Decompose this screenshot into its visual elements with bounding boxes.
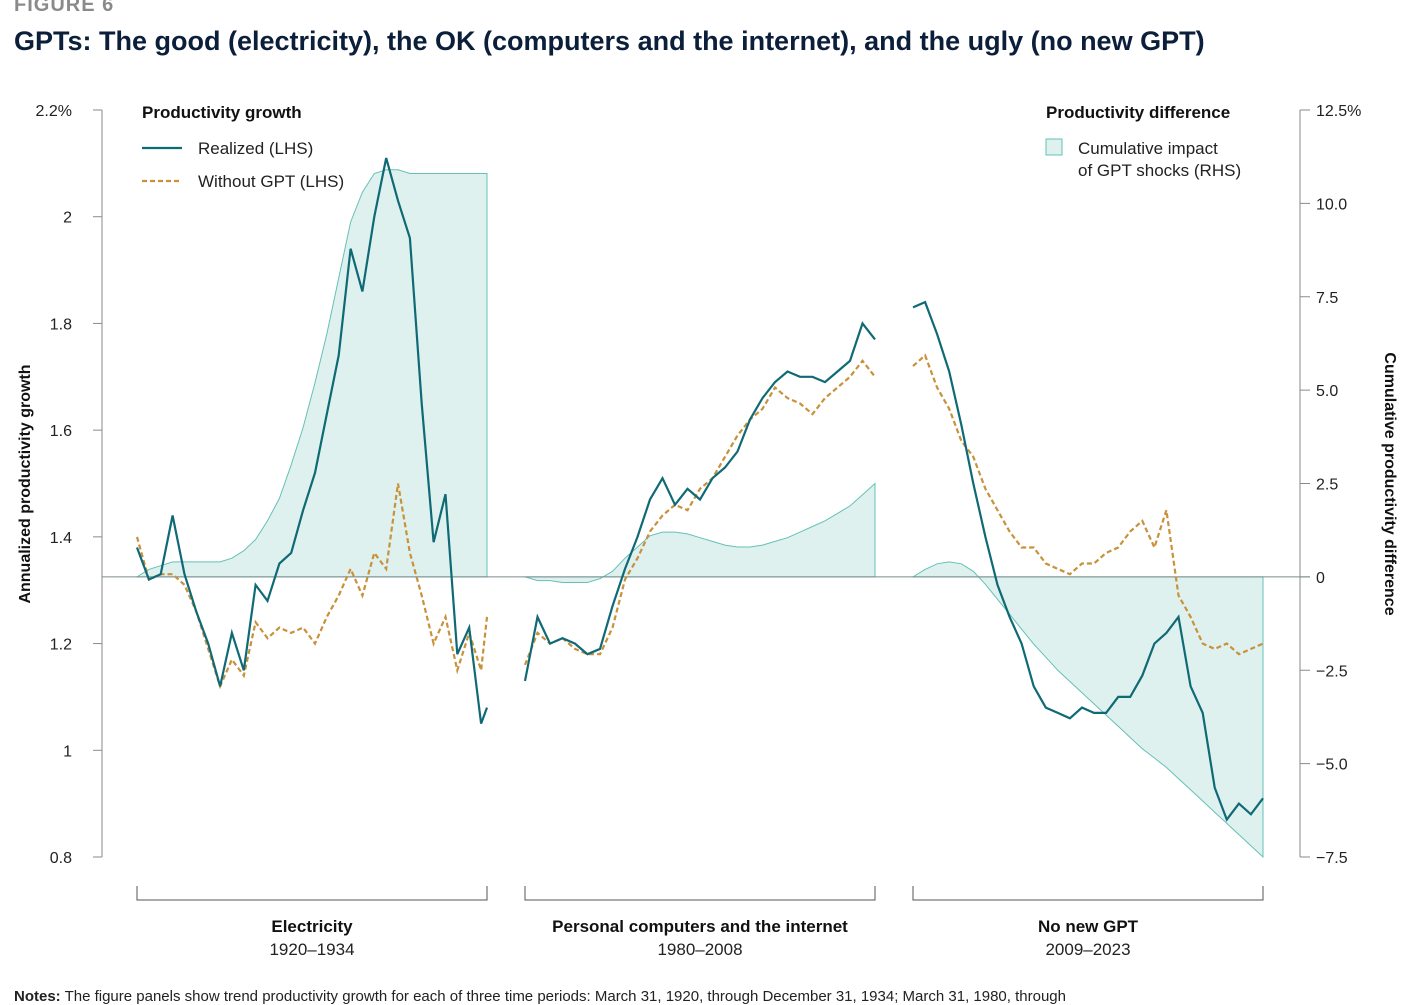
impact-areas bbox=[136, 169, 1264, 859]
legend-without-label: Without GPT (LHS) bbox=[198, 172, 344, 191]
period-groups: Electricity 1920–1934 Personal computers a… bbox=[136, 886, 1264, 959]
left-tick-label: 1.8 bbox=[50, 316, 72, 333]
right-tick-label: −7.5 bbox=[1316, 850, 1348, 867]
period-years: 2009–2023 bbox=[1045, 940, 1130, 959]
without-gpt-line bbox=[523, 359, 876, 666]
left-tick-label: 1.2 bbox=[50, 637, 72, 654]
realized-line bbox=[135, 157, 489, 724]
legend-realized-label: Realized (LHS) bbox=[198, 139, 313, 158]
left-axis-title: Annualized productivity growth bbox=[17, 364, 34, 603]
figure-title: GPTs: The good (electricity), the OK (co… bbox=[14, 26, 1205, 56]
left-tick-label: 2 bbox=[63, 210, 72, 227]
legend-impact-label-1: Cumulative impact bbox=[1078, 139, 1218, 158]
period-years: 1980–2008 bbox=[657, 940, 742, 959]
right-tick-label: 0 bbox=[1316, 570, 1325, 587]
notes-label: Notes: bbox=[14, 988, 61, 1005]
right-tick-label: 7.5 bbox=[1316, 290, 1338, 307]
right-tick-label: 2.5 bbox=[1316, 477, 1338, 494]
realized-line bbox=[523, 321, 876, 682]
axes: 2.2% 2 1.8 1.6 1.4 1.2 1 0.8 Annualized producti… bbox=[17, 103, 1398, 867]
without-gpt-line bbox=[912, 353, 1264, 656]
impact-area bbox=[524, 482, 876, 583]
period-name: No new GPT bbox=[1038, 917, 1139, 936]
right-tick-label: −5.0 bbox=[1316, 757, 1348, 774]
realized-line bbox=[912, 300, 1264, 822]
notes-text: The figure panels show trend productivit… bbox=[64, 988, 1066, 1005]
left-tick-label: 0.8 bbox=[50, 850, 72, 867]
period-name: Electricity bbox=[271, 917, 353, 936]
impact-area bbox=[912, 561, 1264, 859]
period-bracket bbox=[524, 886, 876, 901]
notes: Notes: The figure panels show trend prod… bbox=[14, 988, 1066, 1005]
left-tick-label: 1.4 bbox=[50, 530, 72, 547]
impact-area bbox=[136, 169, 488, 578]
left-tick-label: 1 bbox=[63, 743, 72, 760]
legend-impact-swatch bbox=[1045, 138, 1063, 156]
left-tick-label: 2.2% bbox=[36, 103, 72, 120]
period-bracket bbox=[136, 886, 488, 901]
period-name: Personal computers and the internet bbox=[552, 917, 848, 936]
left-tick-label: 1.6 bbox=[50, 423, 72, 440]
right-tick-label: −2.5 bbox=[1316, 663, 1348, 680]
legend-right-title: Productivity difference bbox=[1046, 103, 1230, 122]
period-bracket bbox=[912, 886, 1264, 901]
right-axis-title: Cumulative productivity difference bbox=[1381, 352, 1398, 615]
legend: Productivity growth Realized (LHS) Without… bbox=[142, 103, 1241, 191]
legend-impact-label-2: of GPT shocks (RHS) bbox=[1078, 161, 1241, 180]
right-tick-label: 12.5% bbox=[1316, 103, 1361, 120]
right-tick-label: 10.0 bbox=[1316, 196, 1347, 213]
period-years: 1920–1934 bbox=[269, 940, 354, 959]
figure-label: FIGURE 6 bbox=[14, 0, 115, 16]
legend-left-title: Productivity growth bbox=[142, 103, 302, 122]
right-tick-label: 5.0 bbox=[1316, 383, 1338, 400]
series-lines bbox=[135, 157, 1264, 822]
